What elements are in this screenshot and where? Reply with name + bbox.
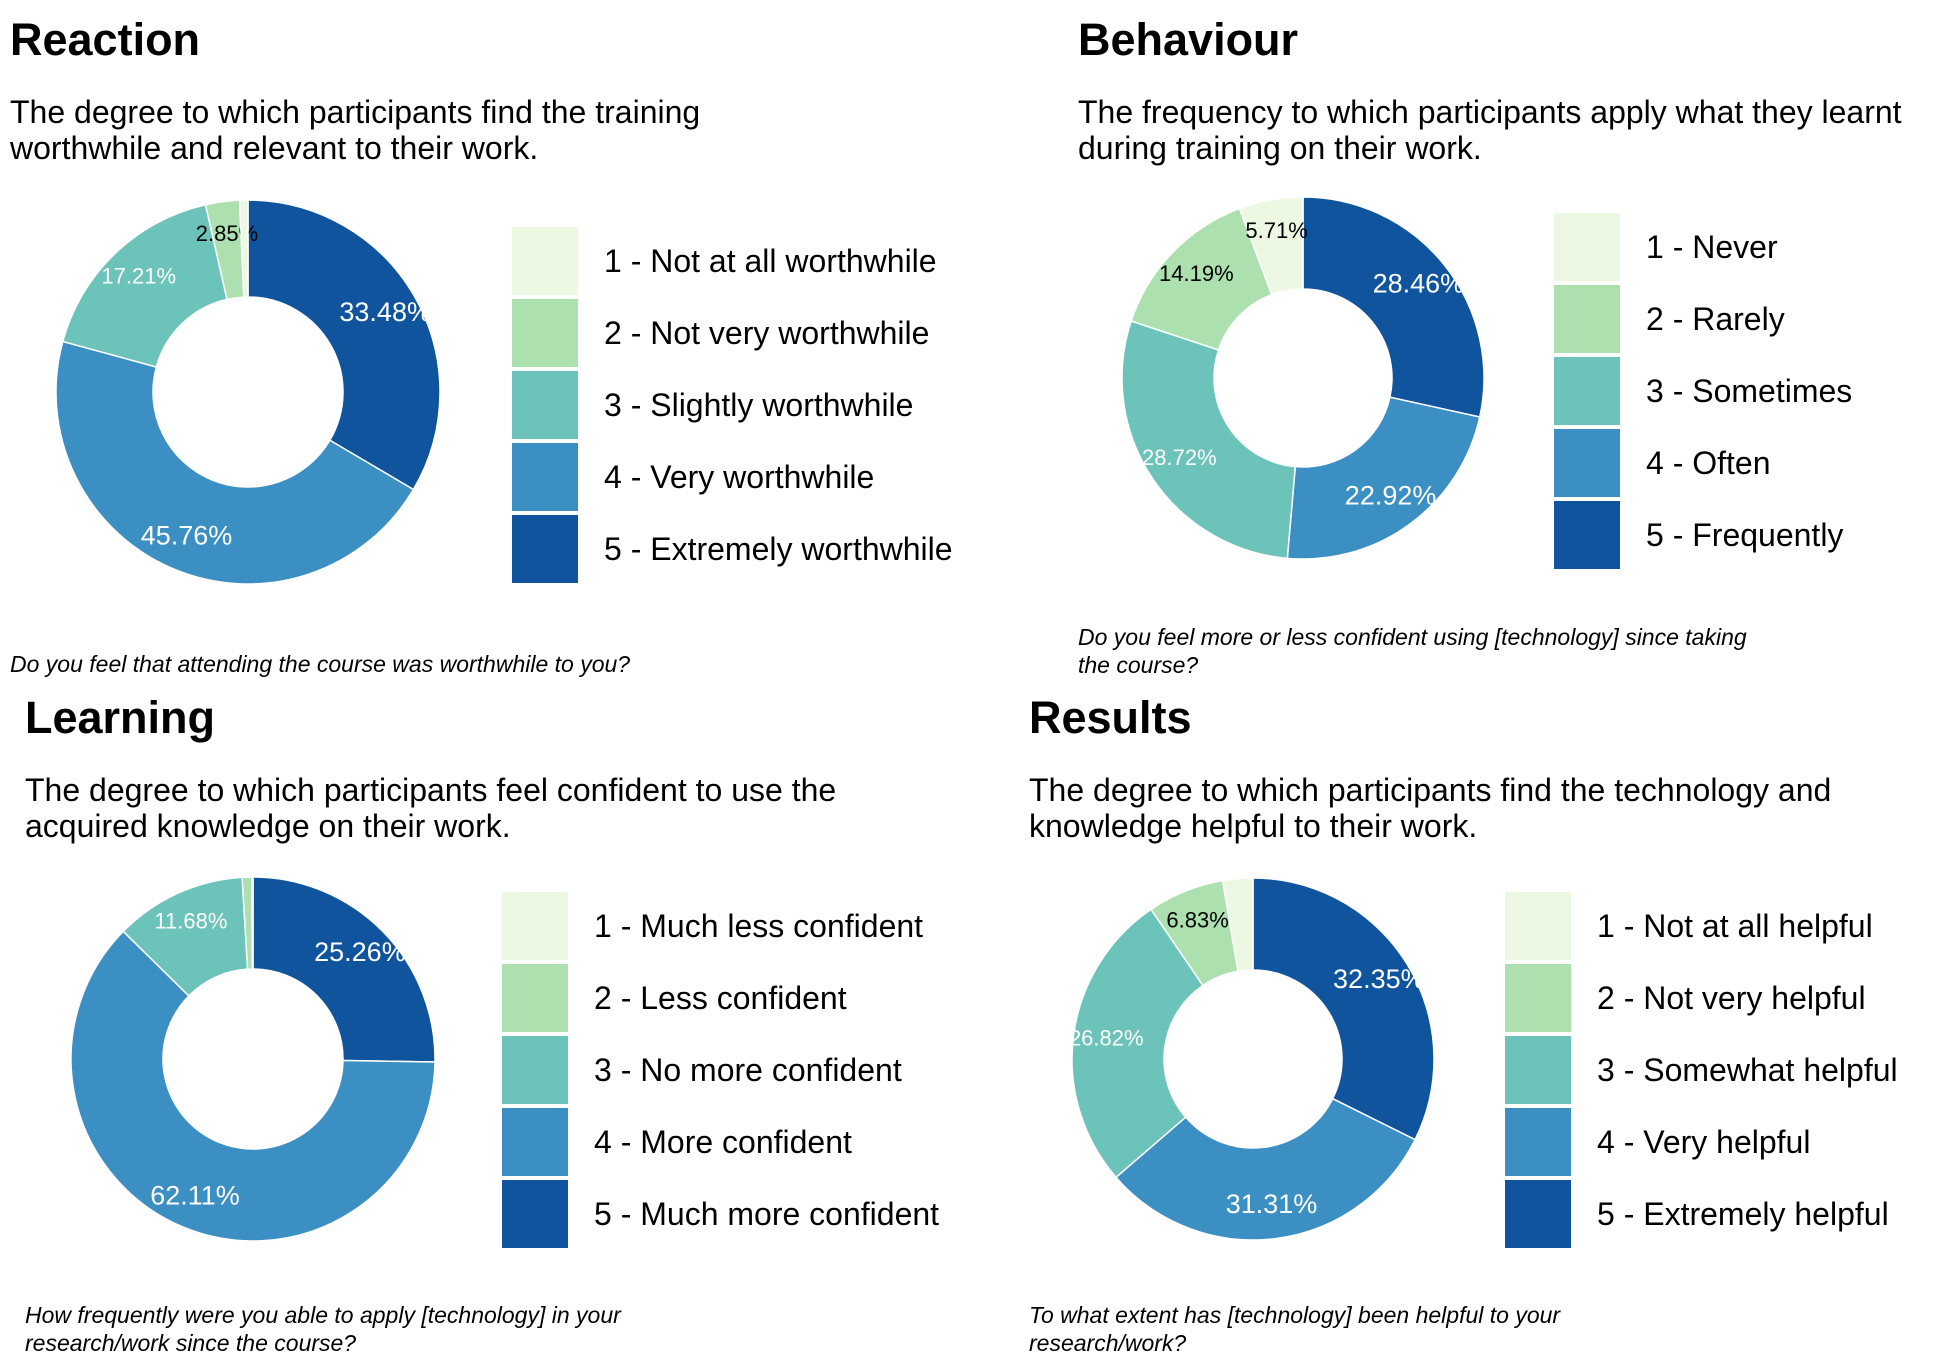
panel-subtitle: The degree to which participants find th… [10, 94, 701, 166]
donut-chart: 25.26% 62.11% 11.68% [70, 876, 436, 1242]
legend-swatch [1505, 892, 1571, 960]
panel-title: Results [1029, 692, 1192, 743]
slice-label: 28.72% [1142, 445, 1217, 470]
donut-slice [1114, 1097, 1417, 1241]
legend-swatch [512, 443, 578, 511]
legend-swatch [1554, 357, 1620, 425]
donut-slice [1302, 196, 1485, 418]
legend-label: 4 - Very helpful [1597, 1124, 1811, 1160]
legend-label: 2 - Rarely [1646, 301, 1785, 337]
legend-swatch [502, 1180, 568, 1248]
donut-slice [55, 340, 415, 585]
legend-label: 1 - Not at all helpful [1597, 908, 1873, 944]
slice-label: 2.85% [196, 221, 258, 246]
legend-swatch [1554, 501, 1620, 569]
legend-swatch [1554, 429, 1620, 497]
donut-slice [1286, 396, 1481, 560]
donut-slice [252, 876, 436, 1063]
donut-slice [1238, 196, 1304, 296]
legend-swatch [502, 1036, 568, 1104]
donut-chart: 33.48% 45.76% 17.21% 2.85% [55, 199, 441, 585]
donut-slice [1121, 320, 1297, 560]
panel-subtitle: The degree to which participants feel co… [25, 772, 837, 844]
legend-swatch [1505, 964, 1571, 1032]
slice-label: 25.26% [314, 937, 406, 967]
survey-question: To what extent has [technology] been hel… [1029, 1302, 1561, 1356]
legend-label: 1 - Much less confident [594, 908, 924, 944]
panel-learning: Learning The degree to which participant… [25, 692, 985, 1356]
legend-label: 2 - Not very helpful [1597, 980, 1866, 1016]
slice-label: 45.76% [141, 521, 233, 551]
panel-title: Reaction [10, 14, 201, 65]
slice-label: 5.71% [1245, 218, 1307, 243]
legend-label: 3 - No more confident [594, 1052, 902, 1088]
legend-swatch [512, 371, 578, 439]
panel-results: Results The degree to which participants… [1029, 692, 1948, 1356]
donut-slice [70, 930, 436, 1242]
slice-label: 31.31% [1226, 1189, 1318, 1219]
donut-slice [1252, 877, 1435, 1141]
legend-label: 4 - Very worthwhile [604, 459, 875, 495]
legend-swatch [512, 227, 578, 295]
legend-swatch [512, 299, 578, 367]
slice-label: 11.68% [154, 908, 227, 933]
legend-label: 3 - Slightly worthwhile [604, 387, 914, 423]
slice-label: 32.35% [1333, 964, 1425, 994]
panel-title: Learning [25, 692, 216, 743]
legend-label: 1 - Not at all worthwhile [604, 243, 937, 279]
slice-label: 22.92% [1345, 480, 1437, 510]
donut-chart: 32.35% 31.31% 26.82% 6.83% [1069, 877, 1435, 1241]
survey-question: Do you feel that attending the course wa… [10, 651, 631, 677]
donut-slice [1221, 877, 1254, 973]
legend-swatch [1505, 1036, 1571, 1104]
slice-label: 28.46% [1373, 268, 1465, 298]
donut-chart: 28.46% 22.92% 28.72% 14.19% 5.71% [1121, 196, 1485, 560]
legend-label: 4 - Often [1646, 445, 1771, 481]
legend-label: 2 - Less confident [594, 980, 847, 1016]
slice-label: 6.83% [1166, 908, 1228, 933]
legend-label: 4 - More confident [594, 1124, 852, 1160]
legend-label: 5 - Frequently [1646, 517, 1844, 553]
legend-label: 5 - Much more confident [594, 1196, 940, 1232]
donut-slice [61, 203, 228, 368]
legend-label: 5 - Extremely worthwhile [604, 531, 953, 567]
legend-swatch [512, 515, 578, 583]
legend-label: 2 - Not very worthwhile [604, 315, 930, 351]
legend-label: 1 - Never [1646, 229, 1778, 265]
legend-swatch [502, 964, 568, 1032]
panel-behaviour: Behaviour The frequency to which partici… [1078, 14, 1948, 684]
slice-label: 17.21% [101, 264, 176, 289]
legend-label: 5 - Extremely helpful [1597, 1196, 1889, 1232]
legend-swatch [1554, 285, 1620, 353]
legend-label: 3 - Sometimes [1646, 373, 1853, 409]
donut-slice [1071, 908, 1204, 1179]
legend-swatch [1505, 1108, 1571, 1176]
panel-subtitle: The degree to which participants find th… [1029, 772, 1832, 844]
panel-subtitle: The frequency to which participants appl… [1078, 94, 1902, 166]
donut-slice [247, 199, 441, 491]
legend-label: 3 - Somewhat helpful [1597, 1052, 1898, 1088]
slice-label: 26.82% [1069, 1026, 1144, 1051]
legend-swatch [1554, 213, 1620, 281]
slice-label: 33.48% [339, 297, 431, 327]
survey-question: How frequently were you able to apply [t… [25, 1302, 621, 1356]
legend-swatch [502, 892, 568, 960]
legend-swatch [1505, 1180, 1571, 1248]
donut-slice [238, 199, 249, 298]
donut-slice [251, 876, 254, 970]
slice-label: 14.19% [1159, 261, 1234, 286]
panel-title: Behaviour [1078, 14, 1299, 65]
survey-question: Do you feel more or less confident using… [1078, 624, 1747, 678]
slice-label: 62.11% [150, 1180, 240, 1210]
panel-reaction: Reaction The degree to which participant… [10, 14, 970, 684]
legend-swatch [502, 1108, 568, 1176]
